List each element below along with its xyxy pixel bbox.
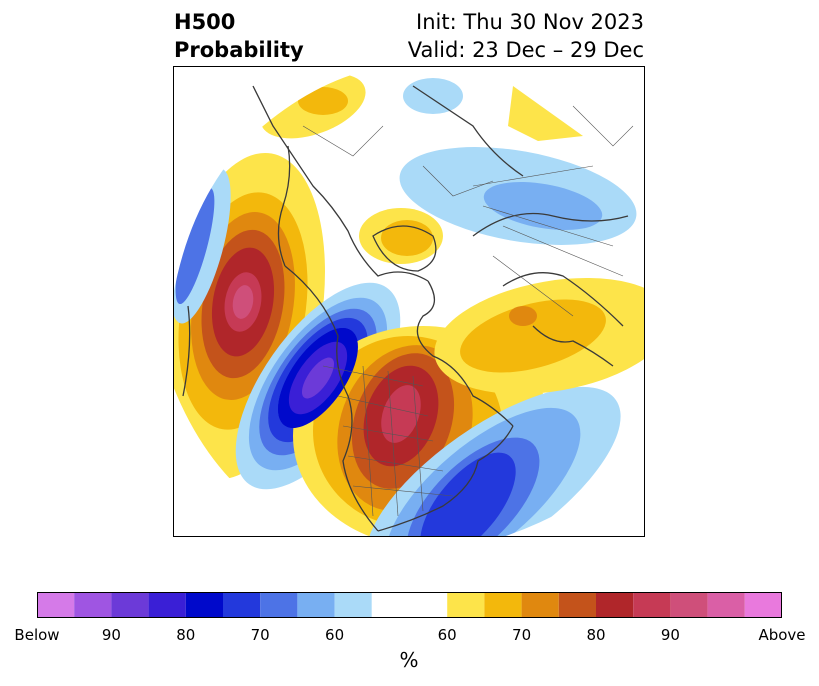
colorbar-segment	[185, 592, 223, 618]
colorbar-segment	[744, 592, 782, 618]
colorbar-segment	[148, 592, 186, 618]
map-frame	[173, 66, 645, 537]
colorbar-segment	[558, 592, 596, 618]
valid-dates: Valid: 23 Dec – 29 Dec	[407, 38, 644, 62]
domain-mask	[173, 66, 645, 537]
title-line-2: Probability	[174, 38, 304, 62]
political-borders	[302, 105, 634, 517]
colorbar-tick-label: 60	[437, 626, 457, 644]
colorbar	[37, 592, 782, 618]
coastlines	[182, 85, 629, 532]
colorbar-segment	[633, 592, 671, 618]
probability-map	[173, 66, 645, 537]
below-westcoast-overlay	[278, 328, 358, 428]
colorbar-tick-label: 70	[250, 626, 270, 644]
below-atlantic-contours	[365, 386, 621, 537]
colorbar-segment	[111, 592, 149, 618]
colorbar-tick-label: Below	[14, 626, 60, 644]
colorbar-tick-label: 90	[660, 626, 680, 644]
colorbar-segment	[260, 592, 298, 618]
below-aleutian-contours	[173, 168, 231, 324]
colorbar-segment	[297, 592, 335, 618]
colorbar-frame	[37, 592, 782, 618]
colorbar-segment	[484, 592, 522, 618]
init-date: Init: Thu 30 Nov 2023	[416, 10, 644, 34]
colorbar-tick-label: 60	[325, 626, 345, 644]
colorbar-segment	[371, 592, 448, 618]
chart-title: H500 Probability	[174, 8, 304, 64]
colorbar-tick-label: 80	[176, 626, 196, 644]
colorbar-tick-label: 90	[101, 626, 121, 644]
colorbar-segment	[670, 592, 708, 618]
date-info: Init: Thu 30 Nov 2023 Valid: 23 Dec – 29…	[408, 8, 644, 64]
colorbar-segment	[74, 592, 112, 618]
colorbar-segment	[596, 592, 634, 618]
colorbar-segment	[37, 592, 75, 618]
colorbar-tick-label: 70	[512, 626, 532, 644]
title-line-1: H500	[174, 10, 236, 34]
anomaly-fields	[173, 73, 645, 537]
colorbar-segment	[447, 592, 485, 618]
colorbar-segment	[223, 592, 261, 618]
colorbar-segment	[334, 592, 372, 618]
colorbar-segment	[521, 592, 559, 618]
colorbar-tick-label: Above	[758, 626, 806, 644]
colorbar-segment	[707, 592, 745, 618]
colorbar-tick-label: 80	[586, 626, 606, 644]
colorbar-unit: %	[399, 648, 419, 672]
